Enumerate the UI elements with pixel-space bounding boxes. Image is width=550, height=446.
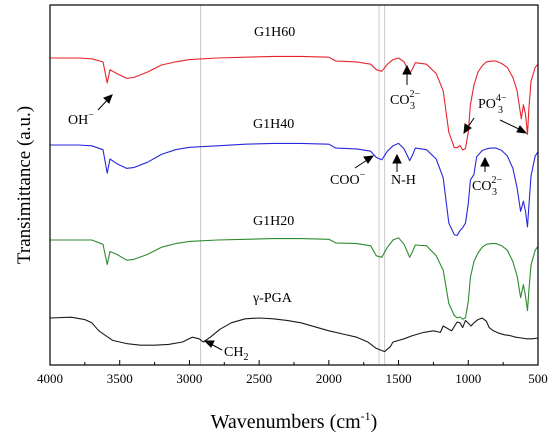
x-tick-label-3500: 3500	[107, 371, 133, 386]
series-label-g1h60: G1H60	[254, 25, 295, 40]
series-line-4	[49, 316, 539, 353]
x-tick-label-2500: 2500	[246, 371, 272, 386]
reference-lines	[200, 5, 386, 365]
arrow-co3-b-head	[480, 156, 490, 167]
x-tick-label-1500: 1500	[386, 371, 412, 386]
annotation-co3-a: CO2− 3	[390, 89, 420, 112]
x-tick-label-2000: 2000	[316, 371, 342, 386]
arrow-co3-a-head	[402, 64, 412, 75]
annotation-coo: COO−	[330, 170, 366, 188]
series-line-1	[50, 55, 539, 151]
x-axis-ticks: 4000 3500 3000 2500 2000 1500 1000 500	[37, 360, 548, 386]
series-label-g1h40: G1H40	[253, 117, 294, 132]
annotation-arrows	[97, 64, 528, 351]
series-line-3	[50, 237, 539, 320]
annotation-oh: OH−	[68, 110, 94, 128]
annotation-co3-b: CO2− 3	[472, 175, 502, 198]
arrow-po4-right-head	[516, 125, 528, 134]
arrow-nh-head	[392, 153, 402, 164]
plot-background	[50, 5, 538, 365]
arrow-po4-left-head	[463, 123, 472, 135]
y-axis-title: Transimittance (a.u.)	[14, 106, 35, 264]
annotation-po4: PO4− 3	[478, 93, 507, 116]
series-line-2	[50, 142, 539, 237]
x-tick-label-500: 500	[528, 371, 548, 386]
annotation-nh: N-H	[391, 173, 416, 188]
series-label-gamma-pga: γ-PGA	[252, 291, 293, 306]
x-tick-label-3000: 3000	[176, 371, 202, 386]
annotation-ch2: CH2	[224, 345, 248, 363]
arrow-coo-head	[363, 155, 375, 164]
arrow-oh-head	[103, 94, 113, 104]
x-axis-title: Wavenumbers (cm-1)	[211, 409, 378, 433]
series-layer	[49, 55, 539, 353]
arrow-ch2-head	[203, 340, 215, 348]
x-tick-label-1000: 1000	[455, 371, 481, 386]
series-label-g1h20: G1H20	[253, 214, 294, 229]
x-tick-label-4000: 4000	[37, 371, 63, 386]
